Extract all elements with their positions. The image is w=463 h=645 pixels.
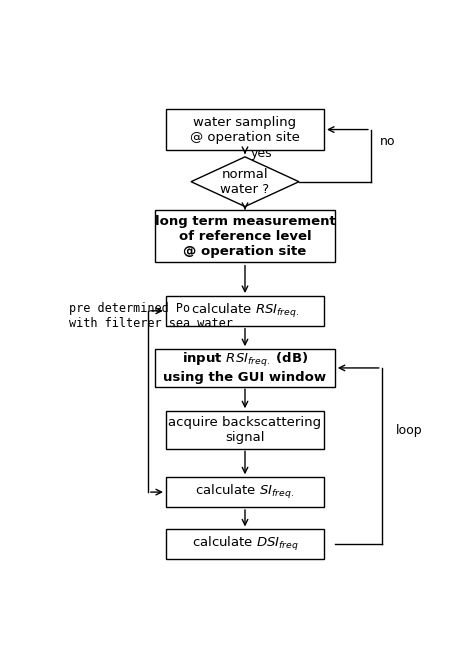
Text: input $RSI_{freq.}$ (dB)
using the GUI window: input $RSI_{freq.}$ (dB) using the GUI w… (163, 352, 326, 384)
Bar (166, 530, 323, 559)
Text: normal
water ?: normal water ? (220, 168, 269, 195)
Bar (155, 210, 334, 263)
Text: pre determined Po
with filterer sea water: pre determined Po with filterer sea wate… (69, 302, 232, 330)
Bar (166, 477, 323, 507)
Text: loop: loop (395, 424, 422, 437)
Bar (166, 109, 323, 150)
Text: calculate $RSI_{freq.}$: calculate $RSI_{freq.}$ (190, 302, 299, 320)
Polygon shape (191, 157, 298, 206)
Bar (166, 296, 323, 326)
Text: calculate $DSI_{freq}$: calculate $DSI_{freq}$ (191, 535, 298, 553)
Text: calculate $SI_{freq.}$: calculate $SI_{freq.}$ (195, 483, 294, 501)
Bar (166, 412, 323, 449)
Text: yes: yes (250, 147, 271, 160)
Text: water sampling
@ operation site: water sampling @ operation site (190, 115, 299, 144)
Text: no: no (379, 135, 394, 148)
Text: acquire backscattering
signal: acquire backscattering signal (168, 416, 321, 444)
Bar (155, 350, 334, 386)
Text: long term measurement
of reference level
@ operation site: long term measurement of reference level… (154, 215, 335, 258)
